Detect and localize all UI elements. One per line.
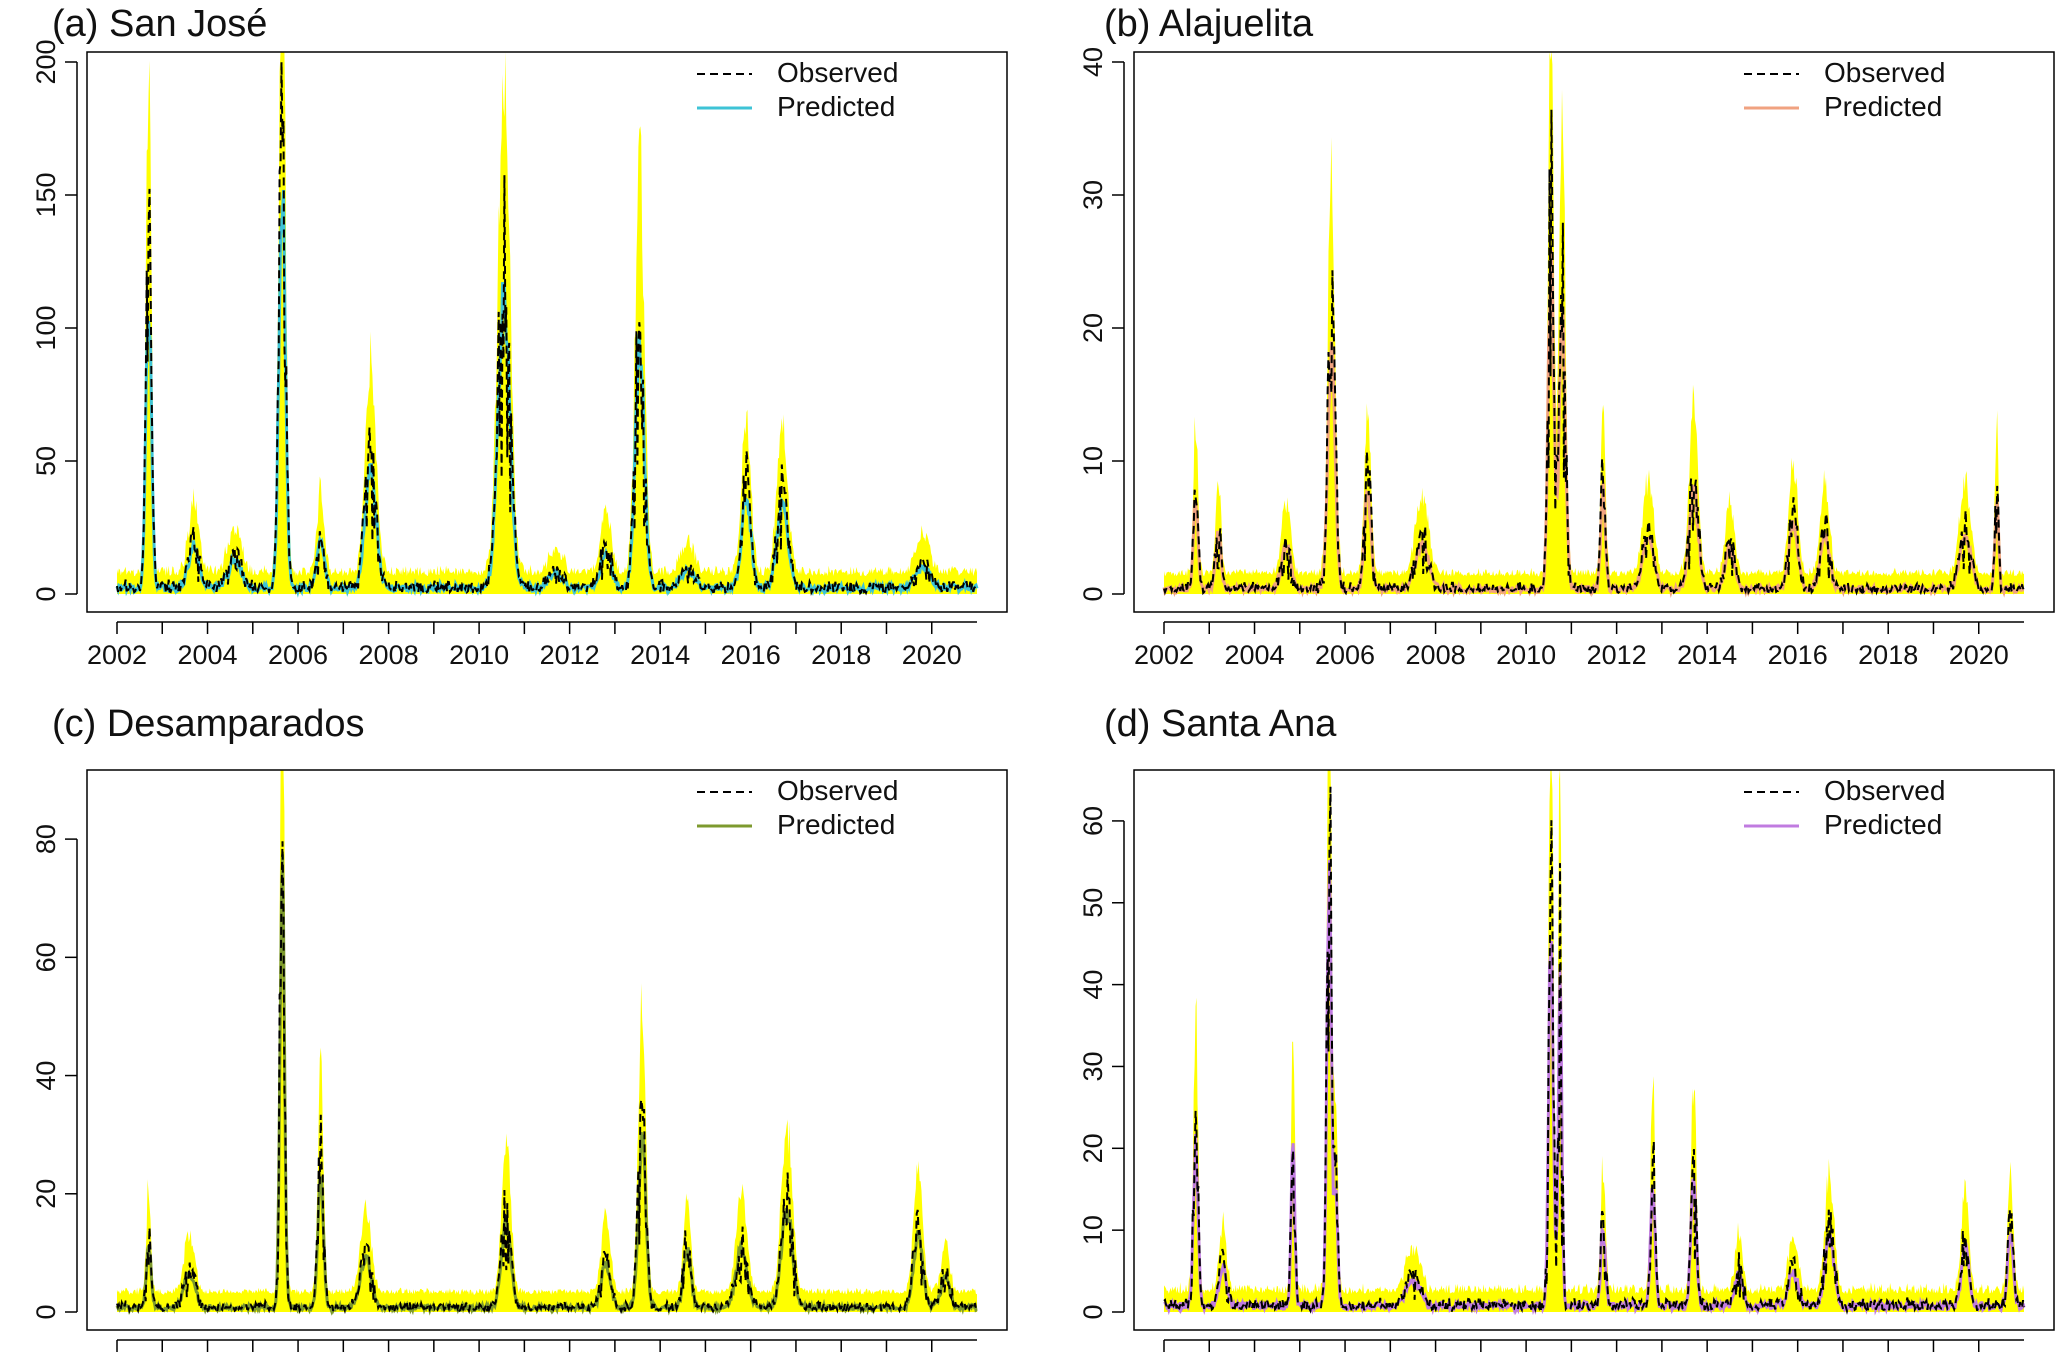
x-tick-label: 2014 [1677,1358,1737,1363]
plot-area [1162,52,2025,599]
y-tick-label: 200 [31,39,61,84]
y-tick-label: 80 [31,824,61,854]
y-tick-label: 10 [1078,446,1108,476]
x-tick-label: 2004 [177,640,237,670]
y-tick-label: 20 [1078,1133,1108,1163]
x-tick-label: 2020 [1949,1358,2009,1363]
x-tick-label: 2016 [1768,1358,1828,1363]
x-tick-label: 2018 [1858,640,1918,670]
x-tick-label: 2010 [449,1358,509,1363]
x-tick-label: 2008 [1406,640,1466,670]
x-tick-label: 2006 [268,640,328,670]
y-tick-label: 20 [31,1179,61,1209]
x-tick-label: 2018 [1858,1358,1918,1363]
y-tick-label: 0 [1078,586,1108,601]
legend-observed-label: Observed [1824,57,1945,88]
y-tick-label: 150 [31,172,61,217]
legend-observed-label: Observed [777,57,898,88]
legend-predicted-label: Predicted [777,809,895,840]
observed-series-line [116,61,978,596]
x-tick-label: 2010 [449,640,509,670]
panel-3: (c) Desamparados 0 20 40 60 80 2002 2004 2006 200… [31,703,1008,1363]
x-tick-label: 2004 [177,1358,237,1363]
plot-area [115,770,978,1316]
x-tick-label: 2018 [811,1358,871,1363]
x-tick-label: 2018 [811,640,871,670]
x-tick-label: 2010 [1496,640,1556,670]
y-tick-label: 40 [1078,970,1108,1000]
x-tick-label: 2020 [1949,640,2009,670]
x-tick-label: 2016 [721,640,781,670]
legend-observed-label: Observed [777,775,898,806]
y-tick-label: 0 [31,586,61,601]
panel-1: (a) San José 0 50 100 150 200 2002 2004 2006 2008… [31,3,1008,670]
panel-title: (c) Desamparados [52,703,365,745]
plot-area [115,52,979,598]
y-tick-label: 60 [1078,806,1108,836]
observed-series-line [1163,109,2025,596]
panel-2: (b) Alajuelita 0 10 20 30 40 2002 2004 2006 2008 2… [1078,3,2055,670]
legend-predicted-label: Predicted [1824,809,1942,840]
plot-frame [86,769,1008,1331]
x-tick-label: 2016 [721,1358,781,1363]
x-tick-label: 2020 [902,640,962,670]
plot-frame [86,51,1008,613]
x-tick-label: 2012 [540,640,600,670]
x-tick-label: 2004 [1224,640,1284,670]
y-tick-label: 0 [31,1304,61,1319]
y-tick-label: 60 [31,942,61,972]
y-tick-label: 50 [1078,888,1108,918]
y-tick-label: 30 [1078,180,1108,210]
panel-4: (d) Santa Ana 0 10 20 30 40 50 60 2002 2004 2006 20… [1078,703,2055,1363]
x-tick-label: 2012 [1587,640,1647,670]
plot-frame [1133,51,2055,613]
x-tick-label: 2002 [1134,640,1194,670]
y-tick-label: 100 [31,305,61,350]
x-tick-label: 2020 [902,1358,962,1363]
y-tick-label: 20 [1078,313,1108,343]
panel-title: (a) San José [52,3,267,45]
x-tick-label: 2016 [1768,640,1828,670]
x-tick-label: 2004 [1224,1358,1284,1363]
x-tick-label: 2014 [630,640,690,670]
x-tick-label: 2012 [1587,1358,1647,1363]
plot-frame [1133,769,2055,1331]
x-tick-label: 2006 [268,1358,328,1363]
x-tick-label: 2006 [1315,640,1375,670]
y-tick-label: 0 [1078,1304,1108,1319]
x-tick-label: 2006 [1315,1358,1375,1363]
panel-title: (d) Santa Ana [1104,703,1337,745]
y-tick-label: 50 [31,446,61,476]
x-tick-label: 2014 [1677,640,1737,670]
plot-area [1163,770,2026,1316]
x-tick-label: 2008 [1406,1358,1466,1363]
y-tick-label: 30 [1078,1051,1108,1081]
panel-title: (b) Alajuelita [1104,3,1314,45]
x-tick-label: 2012 [540,1358,600,1363]
x-tick-label: 2010 [1496,1358,1556,1363]
y-tick-label: 40 [31,1061,61,1091]
x-tick-label: 2014 [630,1358,690,1363]
x-tick-label: 2008 [359,640,419,670]
x-tick-label: 2002 [87,1358,147,1363]
y-tick-label: 40 [1078,47,1108,77]
x-tick-label: 2008 [359,1358,419,1363]
legend-observed-label: Observed [1824,775,1945,806]
observed-series-line [116,841,978,1315]
observed-series-line [1163,786,2025,1315]
legend-predicted-label: Predicted [1824,91,1942,122]
x-tick-label: 2002 [1134,1358,1194,1363]
y-tick-label: 10 [1078,1215,1108,1245]
legend-predicted-label: Predicted [777,91,895,122]
x-tick-label: 2002 [87,640,147,670]
